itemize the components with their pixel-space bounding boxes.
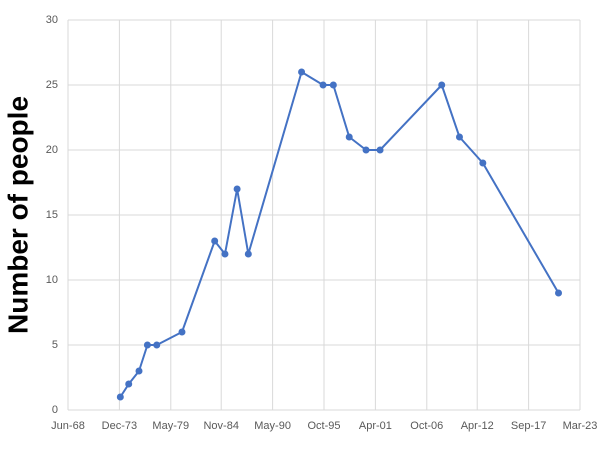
marker [116,393,124,401]
marker [455,133,463,141]
marker [143,341,151,349]
marker [329,81,337,89]
x-tick-label: Mar-23 [563,420,598,432]
marker [479,159,487,167]
y-tick-label: 10 [46,274,58,286]
y-tick-label: 20 [46,144,58,156]
marker [555,289,563,297]
y-tick-label: 30 [46,14,58,26]
marker [319,81,327,89]
x-tick-label: Nov-84 [203,420,238,432]
x-tick-label: Dec-73 [102,420,137,432]
x-tick-label: May-79 [152,420,189,432]
marker [221,250,229,258]
marker [233,185,241,193]
x-tick-label: Apr-01 [359,420,392,432]
marker [153,341,161,349]
y-tick-label: 15 [46,209,58,221]
marker [178,328,186,336]
y-tick-label: 0 [52,404,58,416]
y-tick-label: 25 [46,79,58,91]
x-tick-label: Sep-17 [511,420,546,432]
y-axis-label: Number of people [2,96,33,334]
y-tick-label: 5 [52,339,58,351]
x-tick-label: Oct-06 [410,420,443,432]
line [119,71,560,398]
marker [125,380,133,388]
marker [438,81,446,89]
marker [376,146,384,154]
x-tick-label: Apr-12 [461,420,494,432]
x-tick-label: May-90 [254,420,291,432]
marker [298,68,306,76]
marker [135,367,143,375]
marker [211,237,219,245]
x-tick-label: Oct-95 [307,420,340,432]
x-tick-label: Jun-68 [51,420,85,432]
marker [362,146,370,154]
marker [244,250,252,258]
marker [345,133,353,141]
